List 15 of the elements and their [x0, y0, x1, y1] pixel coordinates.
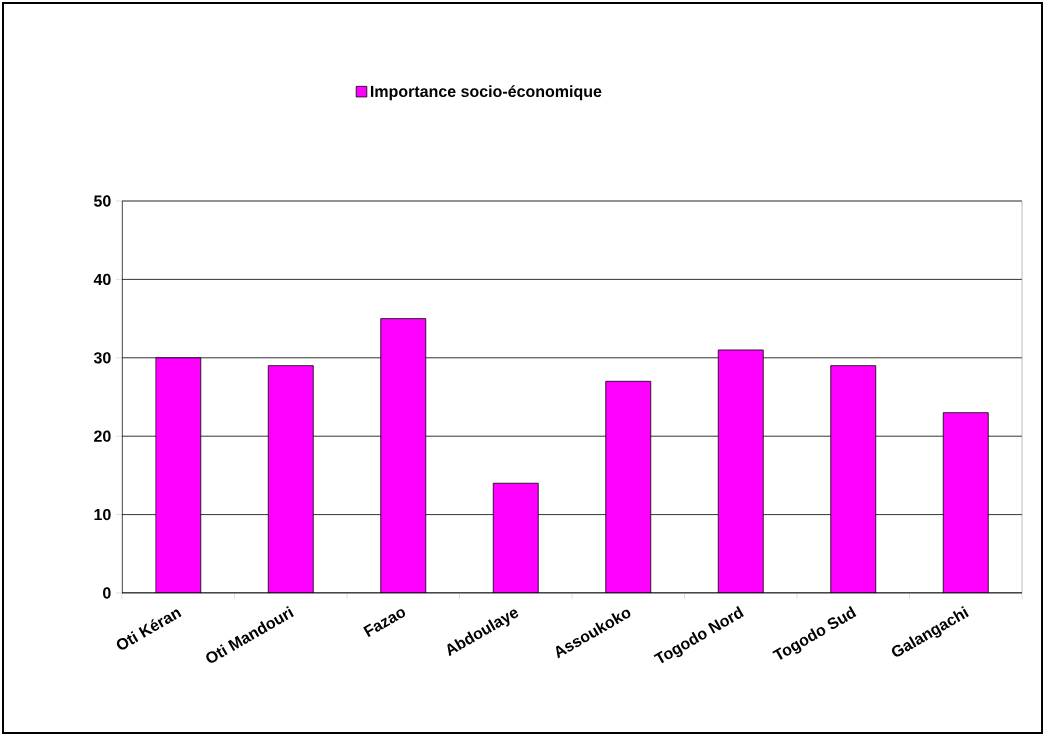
- y-tick-label: 20: [94, 430, 111, 442]
- y-tick-label: 30: [93, 352, 111, 364]
- bar: [380, 318, 427, 593]
- bar: [717, 349, 764, 593]
- bar: [267, 365, 314, 593]
- legend-label: Importance socio-économique: [370, 85, 602, 101]
- y-tick-label: 40: [93, 273, 111, 286]
- bar: [155, 357, 202, 593]
- y-tick-label: 50: [94, 195, 111, 207]
- y-tick-label: 10: [94, 508, 111, 521]
- bar: [605, 380, 652, 593]
- bar: [942, 412, 989, 593]
- bar: [492, 482, 539, 593]
- y-tick-label: 0: [103, 587, 111, 599]
- bar: [830, 365, 877, 593]
